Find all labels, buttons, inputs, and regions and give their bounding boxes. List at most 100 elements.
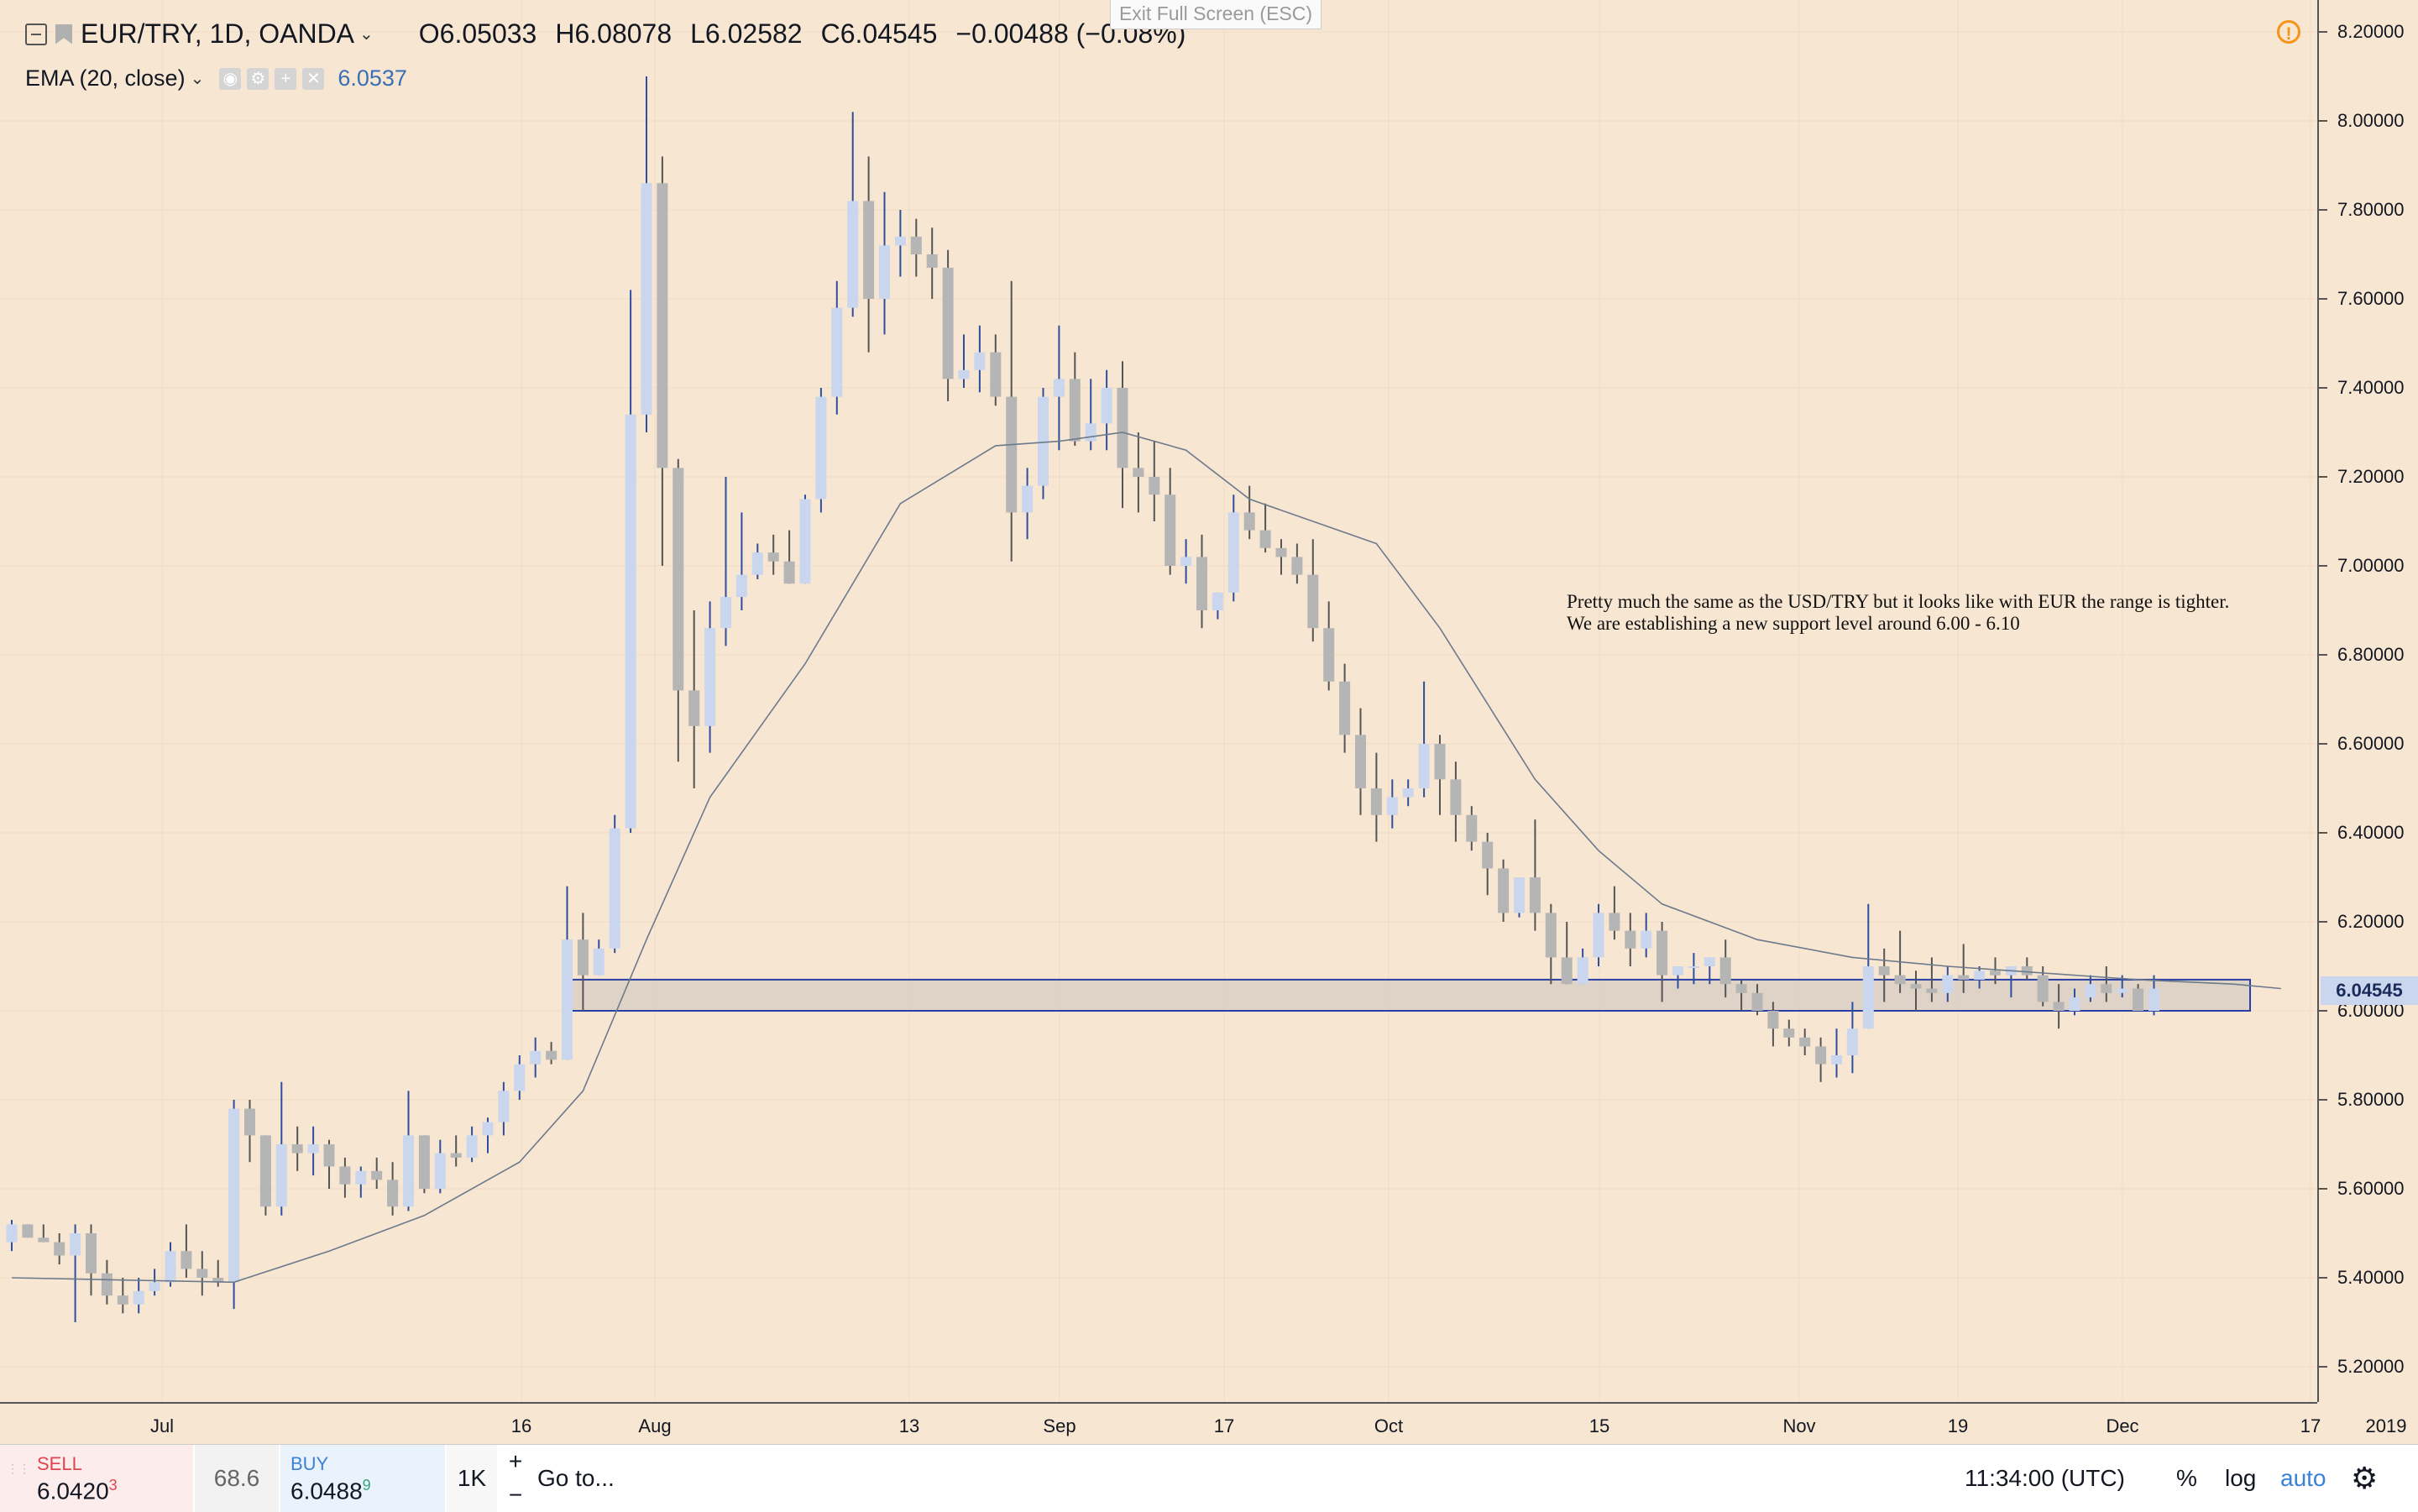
candle-body [1117, 388, 1128, 468]
candle [1767, 1002, 1779, 1047]
candle-body [1038, 396, 1049, 486]
candle-body [879, 245, 890, 299]
time-tick-label: Dec [2106, 1415, 2139, 1436]
sell-button[interactable]: ⋮⋮ SELL 6.04203 [0, 1445, 193, 1512]
candle [1815, 1037, 1827, 1082]
candle-body [1339, 681, 1351, 735]
chart-note[interactable]: Pretty much the same as the USD/TRY but … [1567, 591, 2230, 634]
eye-icon[interactable]: ◉ [219, 67, 242, 90]
chevron-down-icon[interactable]: ⌄ [359, 25, 374, 44]
candle [228, 1100, 240, 1310]
candle-body [783, 561, 795, 584]
candle [1862, 903, 1874, 1029]
ohlc-low: L6.02582 [690, 18, 803, 49]
candle-body [704, 628, 716, 726]
candle [1180, 539, 1192, 584]
candle-body [482, 1122, 494, 1136]
candle-body [275, 1144, 287, 1207]
candle-body [1006, 396, 1018, 513]
candle-body [1593, 913, 1604, 958]
candle [1942, 966, 1954, 1002]
plus-icon[interactable]: + [275, 67, 297, 90]
auto-scale-button[interactable]: auto [2280, 1465, 2326, 1491]
candle-body [1862, 966, 1874, 1029]
candle [958, 334, 970, 388]
candle-body [2053, 1002, 2065, 1011]
warning-icon[interactable]: ! [2277, 20, 2300, 44]
chevron-down-icon[interactable]: ⌄ [190, 70, 205, 88]
candle [1482, 833, 1494, 896]
time-axis[interactable]: Jul 16 Aug 13 Sep 17 Oct 15 Nov 19 Dec 17 2019 [0, 1402, 2406, 1446]
candle-body [1498, 868, 1510, 913]
candle-body [2101, 984, 2112, 993]
flag-icon[interactable] [55, 24, 72, 44]
candle-body [2148, 988, 2159, 1011]
candle [244, 1100, 255, 1163]
drag-handle-icon[interactable]: ⋮⋮ [7, 1462, 30, 1475]
candle [894, 210, 906, 277]
price-tick-label: 6.80000 [2337, 644, 2405, 665]
candle-body [562, 939, 573, 1060]
candle-body [2117, 988, 2128, 993]
spread-value: 68.6 [195, 1445, 279, 1512]
candle-body [1577, 957, 1588, 985]
log-scale-button[interactable]: log [2225, 1465, 2257, 1491]
candle-body [196, 1269, 208, 1278]
candle-body [2085, 984, 2096, 998]
quantity-increase-button[interactable]: + [508, 1448, 523, 1474]
candle-body [1719, 957, 1731, 985]
buy-button[interactable]: BUY 6.04889 [280, 1445, 445, 1512]
chart-area[interactable]: EUR/TRY, 1D, OANDA ⌄ O6.05033 H6.08078 L… [0, 0, 2317, 1402]
support-zone-rectangle[interactable] [568, 978, 2251, 1012]
candle-body [133, 1290, 144, 1305]
price-tick-mark [2319, 1099, 2327, 1101]
candle [815, 388, 827, 513]
indicator-value: 6.0537 [338, 65, 407, 91]
time-tick-label: Jul [149, 1415, 175, 1436]
candle [259, 1135, 271, 1216]
settings-gear-icon[interactable]: ⚙ [2351, 1461, 2379, 1495]
price-chart[interactable] [0, 0, 2317, 1402]
candle-body [450, 1153, 462, 1158]
candle [1227, 494, 1239, 602]
candle [2085, 975, 2096, 1002]
quantity-field[interactable]: 1K [447, 1445, 497, 1512]
collapse-icon[interactable] [25, 23, 47, 45]
time-tick-label: Oct [1374, 1415, 1404, 1436]
gear-icon[interactable]: ⚙ [247, 67, 270, 90]
time-tick-label: Aug [638, 1415, 672, 1436]
candle-body [910, 236, 922, 254]
candle [1641, 913, 1652, 958]
candle-body [1514, 877, 1525, 913]
candle [450, 1135, 462, 1167]
candle-body [942, 267, 954, 379]
indicator-title[interactable]: EMA (20, close) [25, 65, 186, 91]
candle-body [1846, 1028, 1858, 1055]
candle [1022, 468, 1034, 540]
candle [1402, 779, 1414, 807]
percent-scale-button[interactable]: % [2176, 1465, 2197, 1491]
price-axis[interactable]: 8.20000 8.00000 7.80000 7.60000 7.40000 7.200… [2317, 0, 2418, 1402]
quantity-decrease-button[interactable]: − [508, 1482, 523, 1508]
candle-body [1466, 814, 1478, 842]
candle-body [70, 1233, 81, 1256]
candle-body [847, 201, 859, 308]
exit-fullscreen-button[interactable]: Exit Full Screen (ESC) [1110, 0, 1322, 29]
candle [735, 512, 747, 610]
candle [783, 530, 795, 584]
candle [1609, 886, 1620, 940]
candle [831, 280, 843, 415]
candle-body [1275, 547, 1287, 557]
symbol-title[interactable]: EUR/TRY, 1D, OANDA [81, 18, 355, 49]
goto-button[interactable]: Go to... [537, 1465, 615, 1491]
price-tick-mark [2319, 31, 2327, 33]
candle [593, 939, 604, 976]
close-icon[interactable]: ✕ [302, 67, 325, 90]
candle-body [355, 1170, 367, 1185]
candle-body [1101, 388, 1112, 424]
candle [1577, 948, 1588, 985]
time-tick-label: 16 [510, 1415, 532, 1436]
price-tick-label: 5.40000 [2337, 1267, 2405, 1288]
price-tick-mark [2319, 387, 2327, 389]
candle [117, 1278, 128, 1314]
